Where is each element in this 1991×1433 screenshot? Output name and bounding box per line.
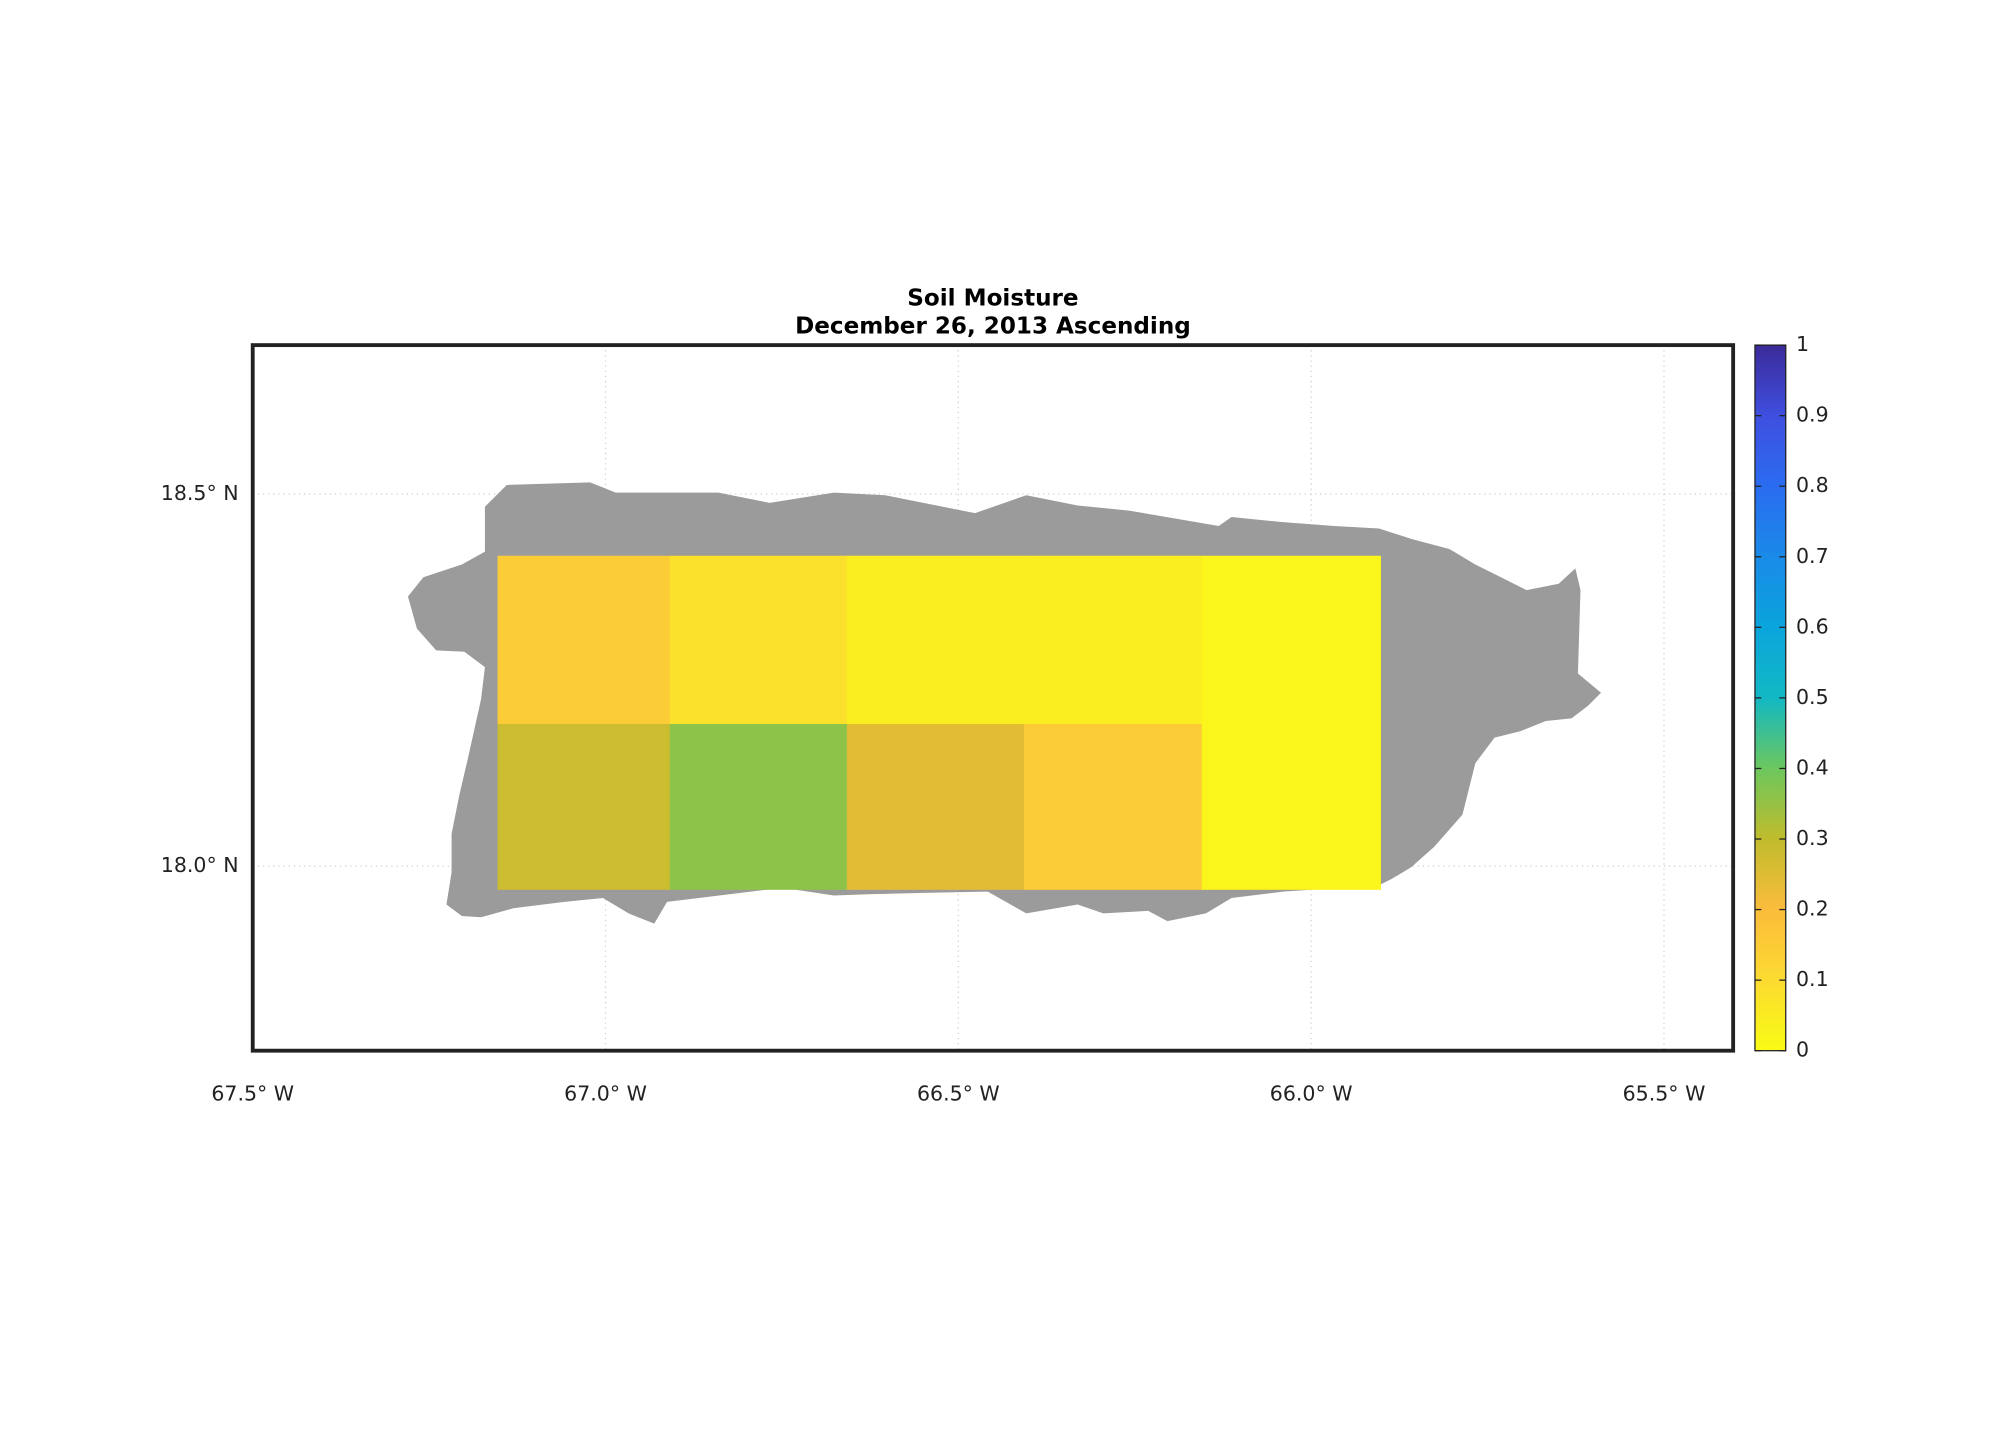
- chart-subtitle: December 26, 2013 Ascending: [795, 314, 1191, 340]
- y-tick-label: 18.5° N: [161, 481, 239, 505]
- colorbar-tick-label: 0.3: [1796, 826, 1829, 850]
- y-tick-label: 18.0° N: [161, 853, 239, 877]
- x-tick-label: 66.0° W: [1270, 1081, 1353, 1105]
- grid-cell: [1023, 723, 1203, 890]
- grid-cell: [497, 723, 671, 890]
- x-tick-label: 65.5° W: [1623, 1081, 1706, 1105]
- grid-cell: [497, 555, 671, 725]
- colorbar-tick-label: 0.1: [1796, 967, 1829, 991]
- grid-cell: [669, 723, 848, 890]
- plot-frame: [250, 343, 1736, 1053]
- chart-title: Soil Moisture: [907, 285, 1078, 311]
- colorbar-tick-label: 0.8: [1796, 473, 1829, 497]
- colorbar-tick-label: 0: [1796, 1038, 1809, 1062]
- colorbar-tick-label: 0.4: [1796, 755, 1829, 779]
- grid-cell: [846, 723, 1025, 890]
- grid-cell: [846, 555, 1025, 725]
- colorbar-tick-label: 0.6: [1796, 614, 1829, 638]
- colorbar-tick-label: 0.2: [1796, 897, 1829, 921]
- x-tick-label: 67.0° W: [564, 1081, 647, 1105]
- x-tick-label: 67.5° W: [211, 1081, 294, 1105]
- grid-cell: [1201, 723, 1381, 890]
- grid-cell: [669, 555, 848, 725]
- grid-cell: [1023, 555, 1203, 725]
- colorbar-tick-label: 0.7: [1796, 544, 1829, 568]
- grid-cell: [1201, 555, 1381, 725]
- colorbar-tick-label: 0.5: [1796, 685, 1829, 709]
- x-tick-label: 66.5° W: [917, 1081, 1000, 1105]
- colorbar-tick-label: 0.9: [1796, 403, 1829, 427]
- colorbar-tick-label: 1: [1796, 332, 1809, 356]
